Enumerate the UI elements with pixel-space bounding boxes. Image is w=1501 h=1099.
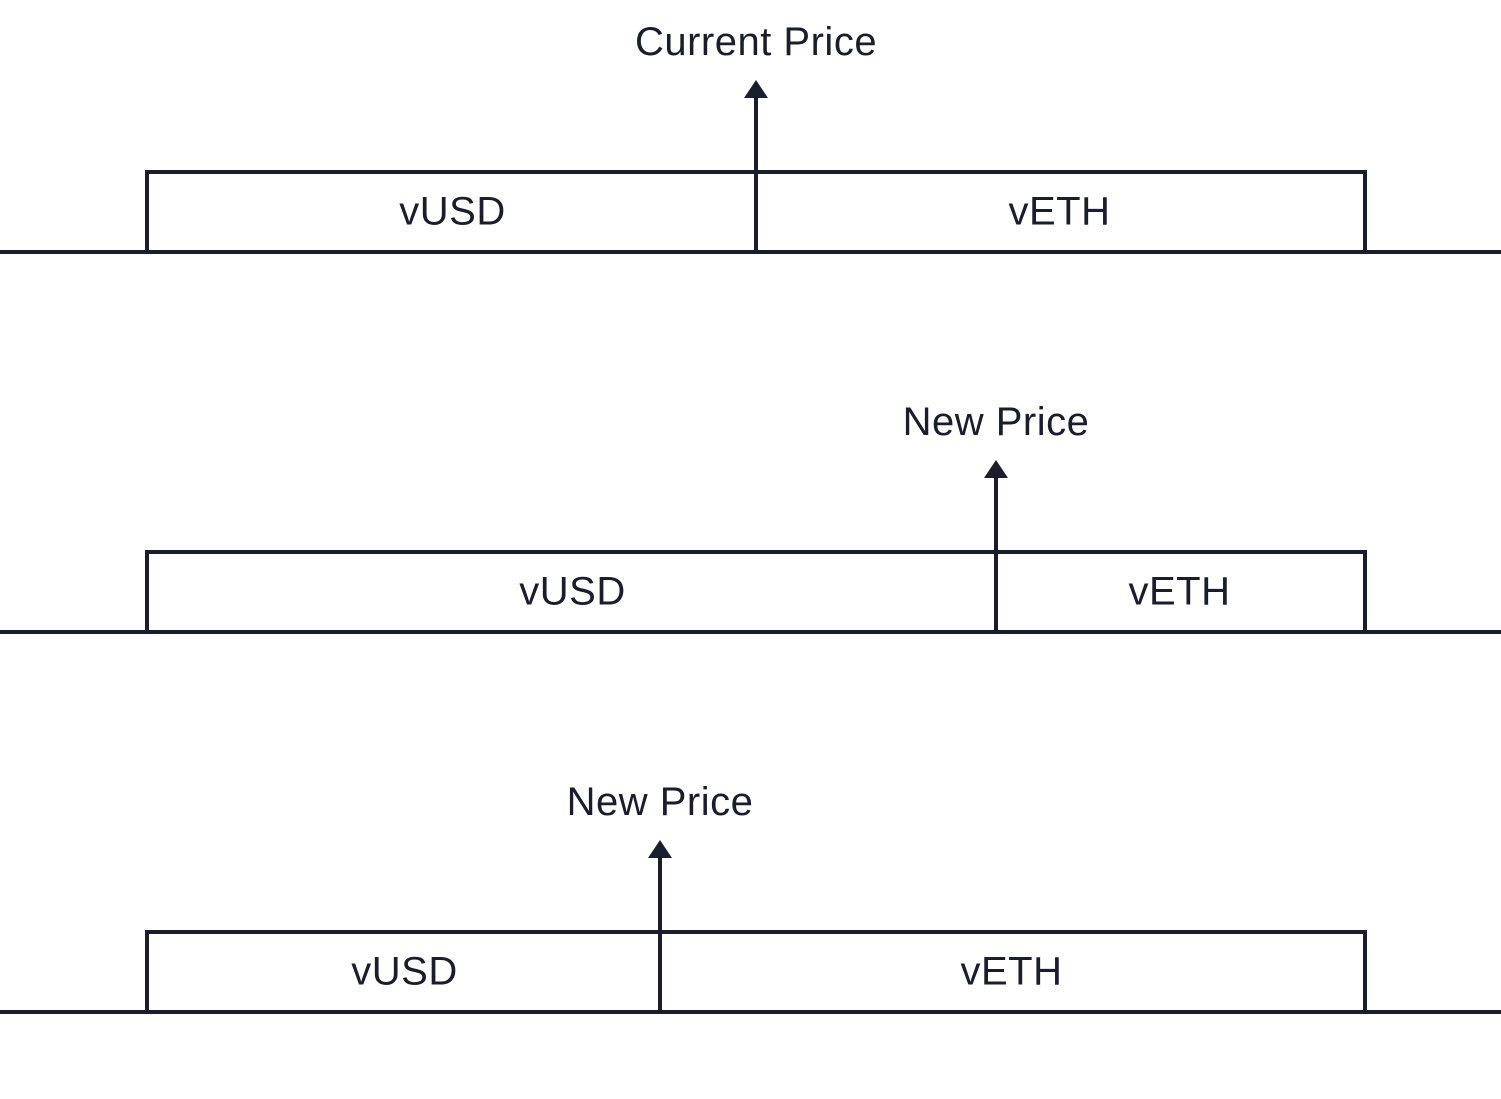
price-divider (994, 554, 998, 630)
baseline (0, 250, 1501, 254)
segment-label-veth: vETH (1009, 190, 1111, 235)
segment-label-vusd: vUSD (399, 190, 505, 235)
price-divider (754, 174, 758, 250)
baseline (0, 630, 1501, 634)
liquidity-bar: vUSD vETH (145, 170, 1367, 250)
baseline (0, 1010, 1501, 1014)
liquidity-bar: vUSD vETH (145, 930, 1367, 1010)
liquidity-bar: vUSD vETH (145, 550, 1367, 630)
segment-label-vusd: vUSD (351, 950, 457, 995)
price-divider (658, 934, 662, 1010)
title-new-price: New Price (903, 400, 1090, 445)
price-arrow (994, 476, 998, 550)
diagram-canvas: Current Price vUSD vETH New Price vUSD v… (0, 0, 1501, 1099)
price-arrow (658, 856, 662, 930)
title-current-price: Current Price (635, 20, 877, 65)
segment-label-vusd: vUSD (519, 570, 625, 615)
segment-label-veth: vETH (961, 950, 1063, 995)
segment-label-veth: vETH (1129, 570, 1231, 615)
price-arrow (754, 96, 758, 170)
title-new-price: New Price (567, 780, 754, 825)
